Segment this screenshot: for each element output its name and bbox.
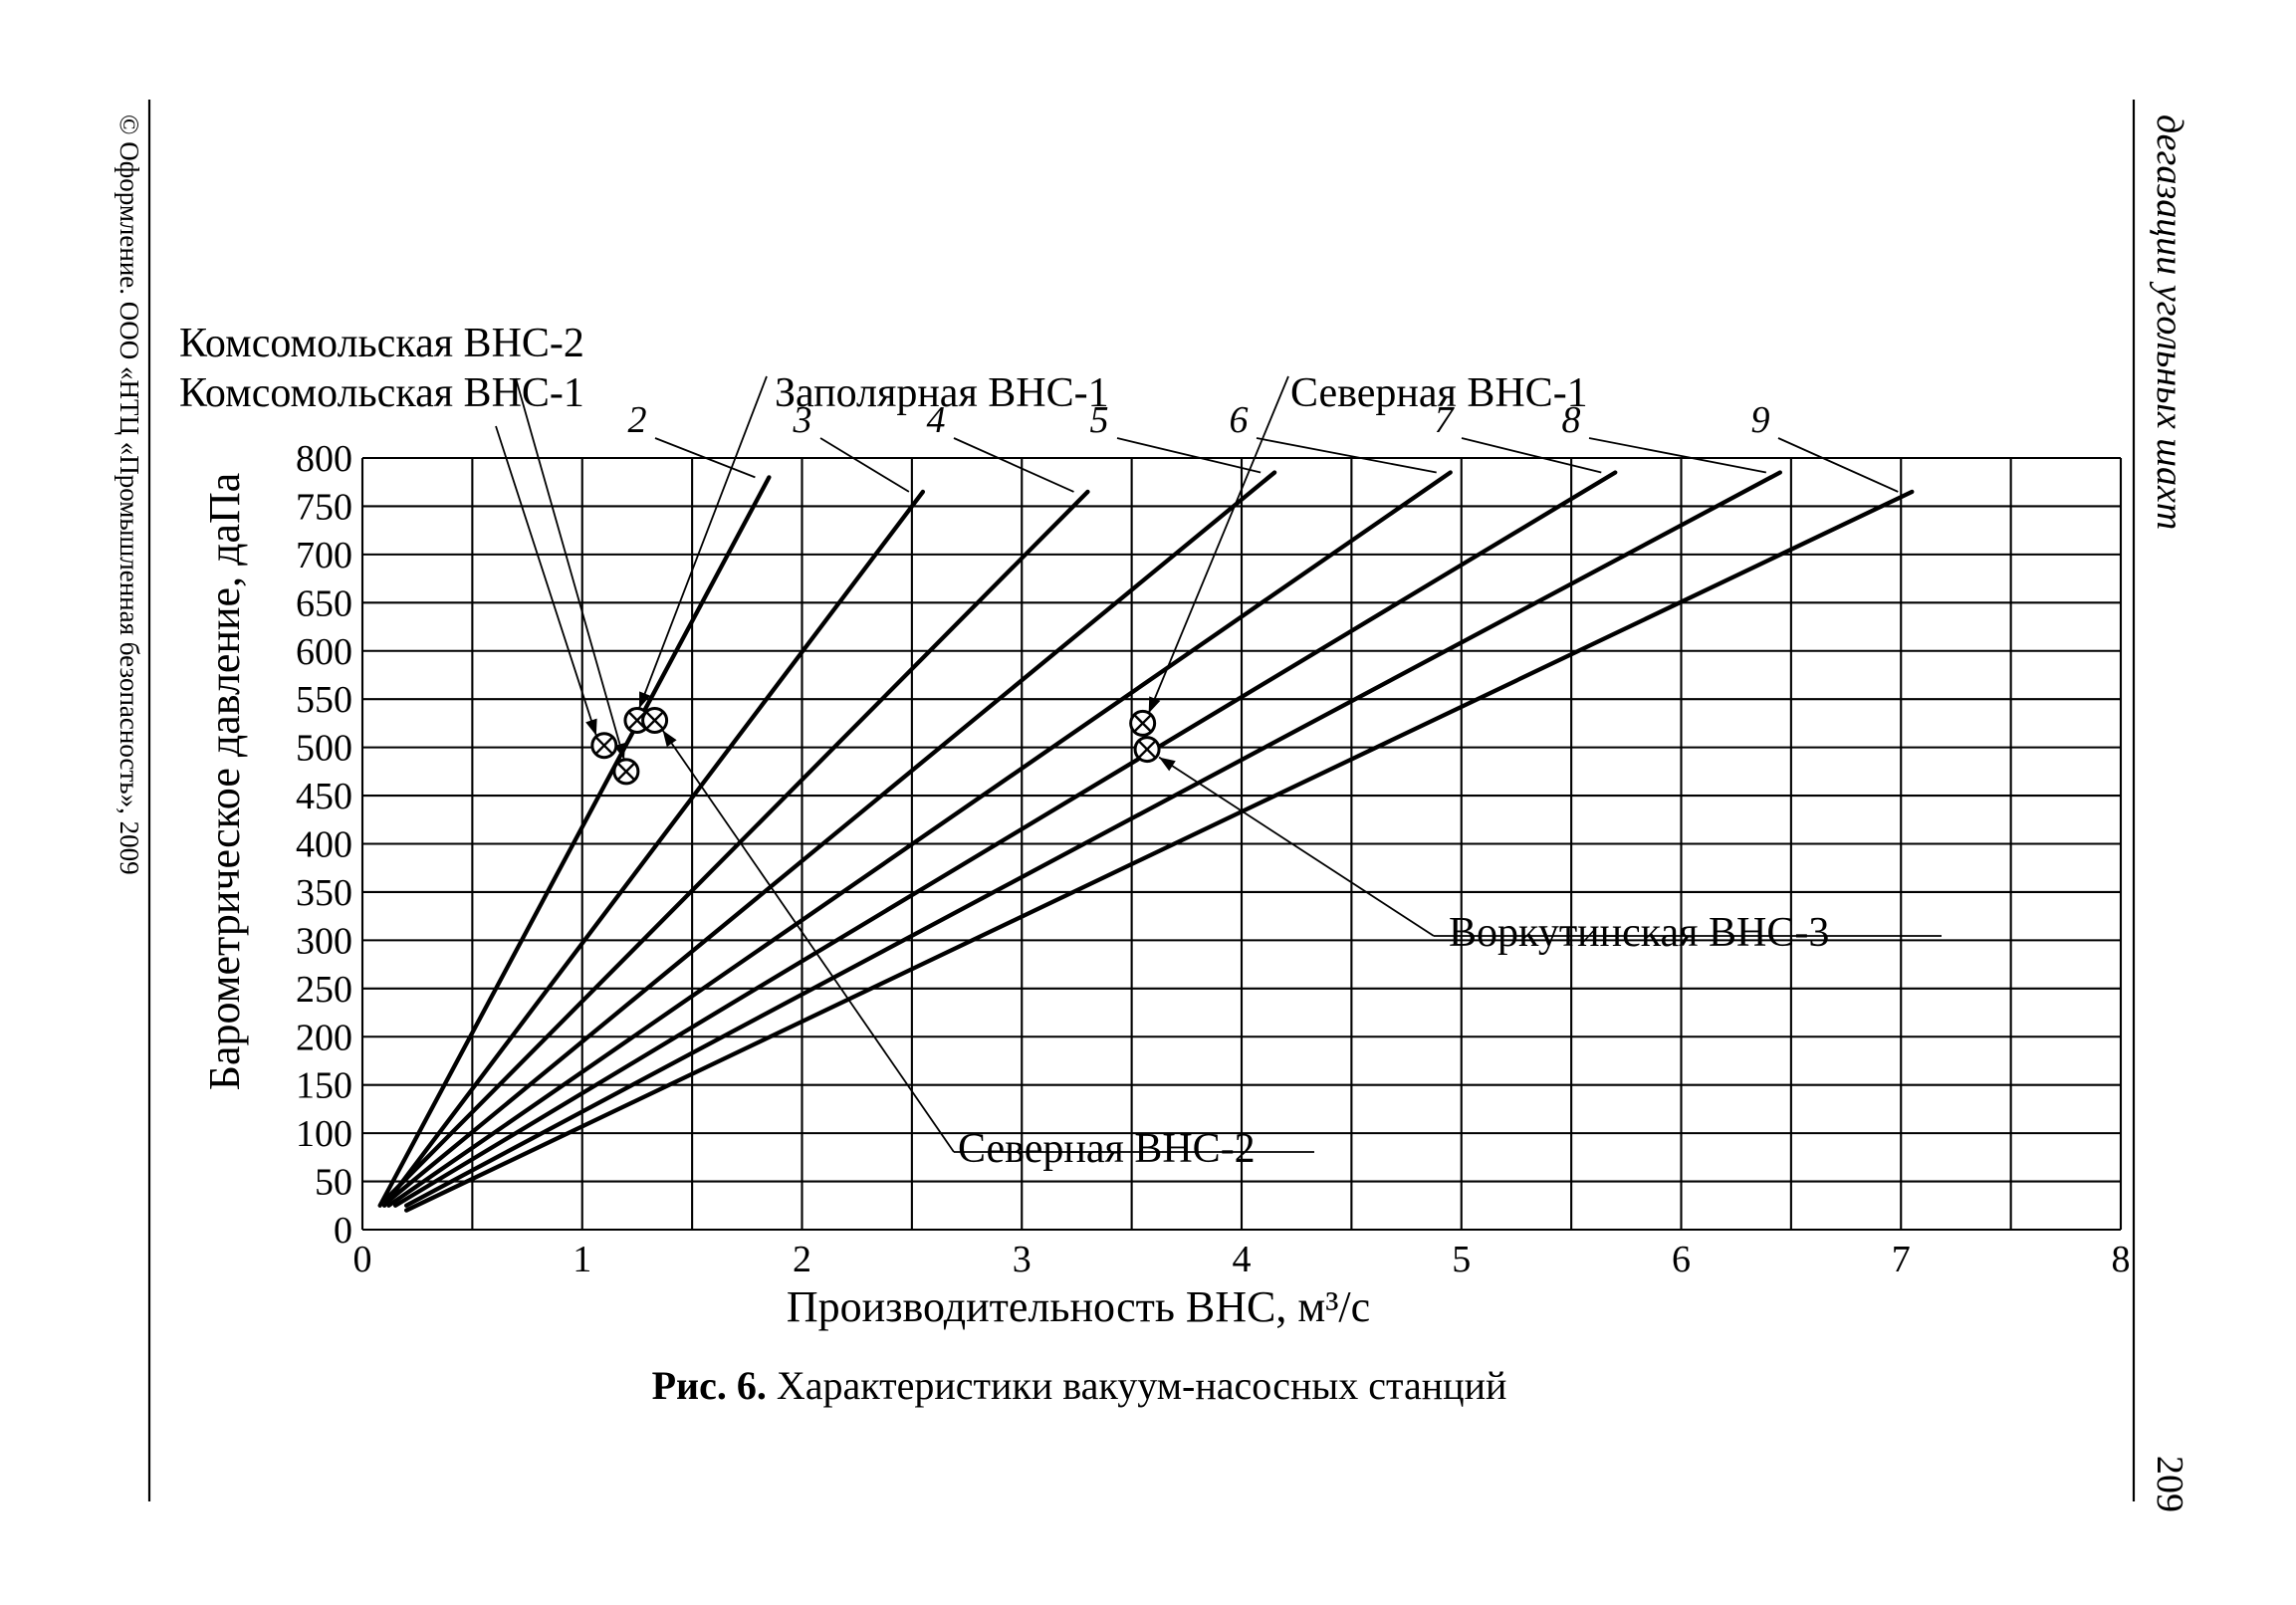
x-tick-label: 8	[2112, 1239, 2131, 1280]
x-tick-label: 2	[793, 1239, 811, 1280]
y-tick-label: 50	[315, 1162, 352, 1204]
y-tick-label: 400	[296, 824, 352, 866]
series-number-label: 2	[628, 399, 647, 441]
series-number-label: 4	[927, 399, 946, 441]
leader-line	[1158, 756, 1435, 937]
figure-caption-label: Рис. 6.	[652, 1363, 767, 1408]
label-komsomolskaya-vns-1: Комсомольская ВНС-1	[179, 370, 584, 416]
series-number-leader	[1777, 437, 1899, 493]
x-tick-label: 0	[353, 1239, 372, 1280]
series-number-leader	[1461, 437, 1602, 474]
x-tick-label: 3	[1013, 1239, 1032, 1280]
series-line-5	[386, 470, 1277, 1204]
station-marker-cross	[594, 736, 614, 756]
series-number-label: 8	[1562, 399, 1581, 441]
series-line-3	[381, 489, 926, 1208]
leader-line	[515, 377, 625, 761]
y-tick-label: 650	[296, 582, 352, 624]
series-number-leader	[1588, 437, 1767, 474]
station-marker	[612, 758, 640, 786]
y-tick-label: 150	[296, 1065, 352, 1107]
station-marker-cross	[1137, 740, 1157, 759]
series-number-leader	[654, 437, 756, 479]
chart-series	[377, 470, 1915, 1213]
label-komsomolskaya-vns-2: Комсомольская ВНС-2	[179, 321, 584, 366]
page-number: 209	[2149, 1456, 2190, 1512]
station-marker	[1133, 736, 1161, 764]
series-number-labels: 2 3 4 5 6 7 8 9	[628, 399, 1899, 493]
station-marker-cross	[645, 711, 664, 730]
series-number-label: 7	[1435, 399, 1456, 441]
x-tick-label: 4	[1233, 1239, 1252, 1280]
y-axis-label: Барометрическое давление, даПа	[200, 473, 249, 1091]
series-number-leader	[1116, 437, 1262, 474]
leader-arrowhead	[662, 730, 677, 748]
series-line-8	[403, 470, 1782, 1208]
series-line-2	[377, 475, 772, 1208]
series-line-7	[392, 470, 1618, 1208]
series-number-leader	[953, 437, 1074, 493]
x-tick-label: 1	[573, 1239, 591, 1280]
x-axis-label: Производительность ВНС, м³/с	[787, 1282, 1370, 1331]
leader-line	[1147, 375, 1289, 714]
leader-arrowhead	[585, 718, 597, 736]
series-number-leader	[1256, 437, 1437, 474]
y-tick-label: 750	[296, 486, 352, 528]
series-number-label: 5	[1090, 399, 1109, 441]
y-tick-label: 700	[296, 535, 352, 576]
station-marker-cross	[1133, 714, 1152, 733]
station-marker	[590, 732, 618, 760]
leader-line	[495, 425, 597, 736]
leader-arrowhead	[638, 691, 651, 709]
label-severnaya-vns-2: Северная ВНС-2	[958, 1126, 1256, 1172]
copyright-notice: © Оформление. ООО «НТЦ «Промышленная без…	[115, 115, 144, 875]
label-severnaya-vns-1: Северная ВНС-1	[1290, 370, 1588, 416]
figure-caption-text: Характеристики вакуум-насосных станций	[767, 1363, 1507, 1408]
running-head: дегазации угольных шахт	[2149, 115, 2190, 530]
y-tick-label: 200	[296, 1017, 352, 1058]
series-line-4	[381, 489, 1090, 1204]
series-number-label: 3	[793, 399, 812, 441]
y-tick-label: 250	[296, 969, 352, 1011]
y-tick-label: 500	[296, 728, 352, 770]
y-tick-label: 550	[296, 679, 352, 721]
station-markers	[590, 707, 1161, 786]
figure-caption: Рис. 6. Характеристики вакуум-насосных с…	[652, 1363, 1507, 1408]
station-leaders	[495, 375, 1942, 1153]
leader-line	[638, 375, 768, 709]
series-number-leader	[819, 437, 910, 493]
y-tick-label: 450	[296, 776, 352, 817]
y-tick-label: 600	[296, 631, 352, 673]
x-tick-label: 5	[1452, 1239, 1471, 1280]
label-vorkutinskaya-vns-3: Воркутинская ВНС-3	[1449, 910, 1829, 956]
station-marker	[1129, 709, 1157, 737]
chart-ticks: 0501001502002503003504004505005506006507…	[296, 438, 2131, 1280]
x-tick-label: 7	[1892, 1239, 1911, 1280]
y-tick-label: 100	[296, 1113, 352, 1155]
series-line-9	[403, 489, 1915, 1213]
chart-grid	[360, 456, 2123, 1232]
y-tick-label: 0	[334, 1210, 352, 1252]
series-number-label: 9	[1751, 399, 1770, 441]
y-tick-label: 300	[296, 920, 352, 962]
leader-line	[661, 729, 955, 1153]
leader-arrowhead	[1159, 757, 1176, 772]
y-tick-label: 800	[296, 438, 352, 480]
x-tick-label: 6	[1672, 1239, 1691, 1280]
series-line-6	[386, 470, 1453, 1208]
leader-arrowhead	[1148, 696, 1161, 714]
label-zapolyarnaya-vns-1: Заполярная ВНС-1	[775, 370, 1109, 416]
station-marker	[641, 707, 669, 734]
station-marker-cross	[616, 762, 636, 782]
series-number-label: 6	[1230, 399, 1249, 441]
y-tick-label: 350	[296, 872, 352, 914]
